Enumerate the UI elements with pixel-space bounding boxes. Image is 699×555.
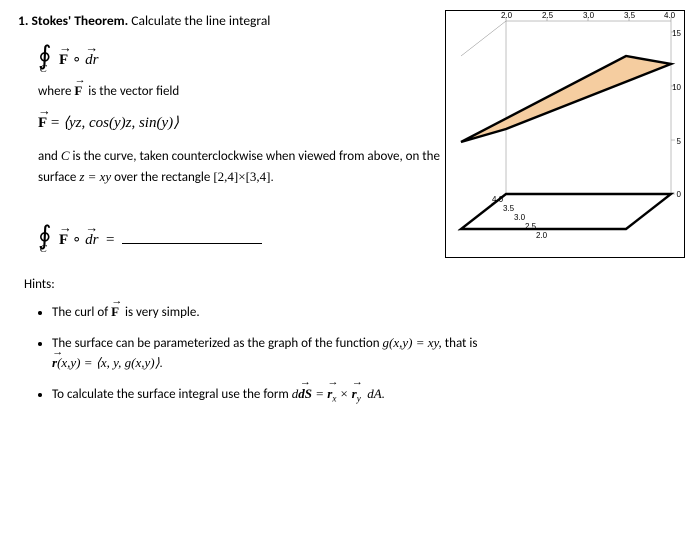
ytick-3: 2.5 bbox=[525, 222, 536, 231]
ytick-0: 4.0 bbox=[492, 195, 503, 204]
rectangle-domain: [2,4]×[3,4]. bbox=[213, 169, 273, 184]
ztick-3: 0 bbox=[677, 190, 681, 199]
vector-F-hint1: F bbox=[111, 302, 119, 322]
ytick-1: 3.5 bbox=[503, 204, 514, 213]
answer-blank[interactable] bbox=[122, 229, 262, 244]
hint-item-2: The surface can be parameterized as the … bbox=[52, 333, 681, 374]
right-ticks bbox=[671, 32, 675, 194]
where-line: where F is the vector field bbox=[38, 83, 458, 99]
hint-item-1: The curl of F is very simple. bbox=[52, 302, 681, 323]
vector-dr-2: dr bbox=[85, 232, 98, 249]
xtick-4: 4.0 bbox=[664, 11, 675, 20]
problem-title: Stokes' Theorem. bbox=[32, 12, 129, 29]
xtick-1: 2.5 bbox=[542, 11, 553, 20]
vector-F-def: F bbox=[38, 115, 47, 132]
vector-F-inline: F bbox=[74, 83, 82, 99]
curve-description: and C is the curve, taken counterclockwi… bbox=[38, 146, 458, 187]
hints-list: The curl of F is very simple. The surfac… bbox=[52, 302, 681, 406]
contour-integral-symbol-2: ∮C bbox=[38, 223, 52, 249]
contour-integral-symbol: ∮C bbox=[38, 43, 52, 69]
xtick-3: 3.5 bbox=[624, 11, 635, 20]
surface-integral-form: ddS = rx × ry dA. bbox=[292, 386, 385, 401]
hint-item-3: To calculate the surface integral use th… bbox=[52, 384, 681, 406]
plot-svg bbox=[446, 11, 684, 257]
figure-3d-plot: 2.0 2.5 3.0 3.5 4.0 15 10 5 0 4.0 3.5 3.… bbox=[445, 10, 685, 258]
vector-F-2: F bbox=[59, 232, 68, 249]
vector-F: F bbox=[59, 52, 68, 69]
curve-C: C bbox=[61, 148, 70, 163]
function-g: g(x,y) = xy, bbox=[383, 335, 442, 350]
ztick-1: 10 bbox=[672, 83, 681, 92]
integral-subscript: C bbox=[40, 64, 47, 75]
vector-dr: dr bbox=[85, 52, 98, 69]
r-definition: (x,y) = ⟨x, y, g(x,y)⟩. bbox=[57, 355, 163, 370]
compose-op: ∘ bbox=[72, 52, 81, 68]
ztick-0: 15 bbox=[672, 29, 681, 38]
vector-ry: r bbox=[352, 384, 357, 404]
vector-field-components: ⟨yz, cos(y)z, sin(y)⟩ bbox=[63, 115, 179, 131]
ztick-2: 5 bbox=[677, 137, 681, 146]
problem-number: 1. bbox=[18, 12, 28, 29]
hints-heading: Hints: bbox=[24, 277, 681, 292]
problem-prompt: Calculate the line integral bbox=[131, 12, 270, 29]
vector-rx: r bbox=[327, 384, 332, 404]
surface-polygon bbox=[461, 56, 671, 142]
xtick-2: 3.0 bbox=[583, 11, 594, 20]
bounding-box bbox=[458, 17, 675, 231]
vector-dS: dS bbox=[298, 384, 312, 404]
xtick-0: 2.0 bbox=[501, 11, 512, 20]
surface-eq: z = xy bbox=[79, 169, 111, 184]
ytick-2: 3.0 bbox=[514, 213, 525, 222]
vector-r: r bbox=[52, 353, 57, 373]
ytick-4: 2.0 bbox=[536, 231, 547, 240]
